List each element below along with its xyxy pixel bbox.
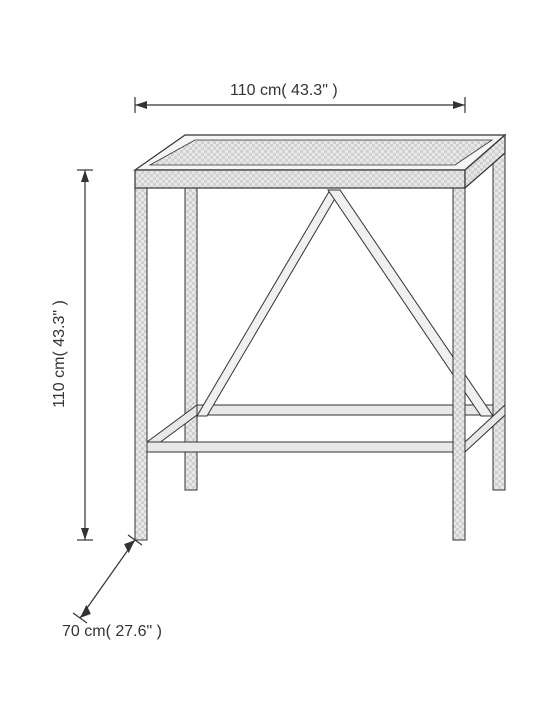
height-label: 110 cm( 43.3" ) (51, 284, 69, 424)
dimension-diagram: 110 cm( 43.3" ) 110 cm( 43.3" ) 70 cm( 2… (0, 0, 540, 720)
depth-label: 70 cm( 27.6" ) (62, 623, 162, 641)
table-drawing (0, 0, 540, 720)
width-label: 110 cm( 43.3" ) (230, 82, 338, 100)
